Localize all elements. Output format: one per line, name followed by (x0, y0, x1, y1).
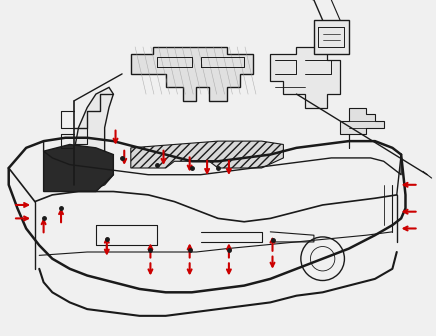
Polygon shape (314, 20, 349, 54)
Polygon shape (74, 87, 113, 188)
Polygon shape (131, 47, 253, 101)
Polygon shape (270, 47, 340, 108)
Polygon shape (131, 141, 283, 168)
Polygon shape (340, 108, 384, 148)
Polygon shape (44, 144, 113, 192)
